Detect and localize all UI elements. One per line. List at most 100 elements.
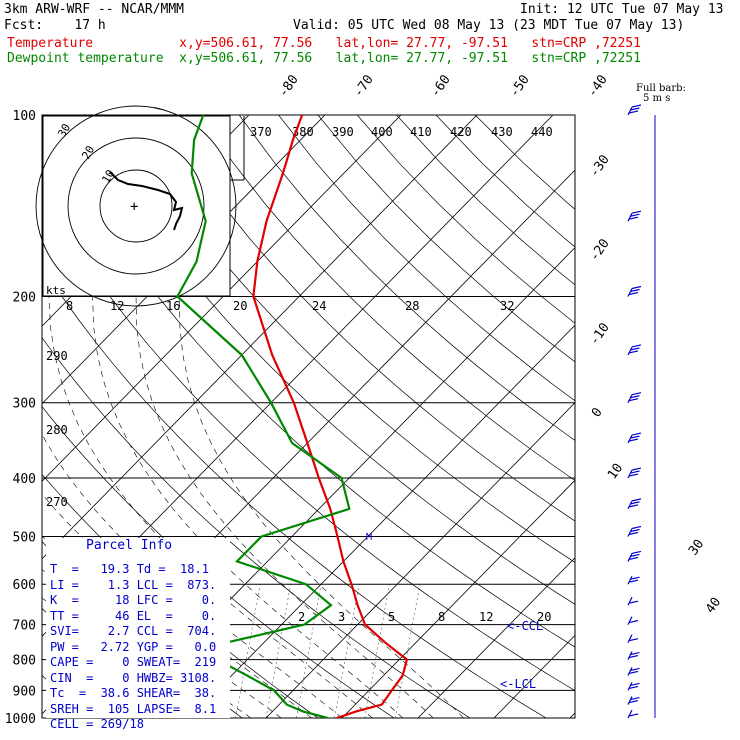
pressure-tick-label: 800 [13,654,36,669]
pressure-tick-label: 600 [13,578,36,593]
isotherm-line [189,324,575,718]
hodograph-speed-label: 16 [166,299,180,313]
mixing-ratio-line [334,584,360,718]
pressure-tick-label: 200 [13,291,36,306]
barb-flag [630,553,640,558]
mixing-ratio-line [265,584,291,718]
mixing-ratio-label: 12 [479,610,493,624]
barb-flag [630,501,640,505]
barb-flag [628,110,639,114]
barb-flag [628,398,639,402]
barb-flag [630,213,640,217]
dewpoint-legend: Dewpoint temperature x,y=506.61, 77.56 l… [7,51,641,66]
hodograph-ring-label: 20 [79,144,97,162]
wind-barb [627,210,642,222]
lcl-label: <-LCL [500,677,536,691]
hodograph-ring [67,137,205,275]
barb-flag [628,438,639,442]
level-marker: M [366,532,372,543]
barb-staff [627,212,633,222]
mixing-ratio-label: 5 [388,610,395,624]
isotherm-label: 0 [589,405,606,420]
hodograph-ring [35,105,237,307]
hodograph-speed-label: 8 [66,299,73,313]
plot-frame [41,114,576,719]
barb-flag [628,504,639,508]
barb-flag [628,670,639,675]
barb-flag [628,579,639,583]
barb-flag [630,288,640,293]
wind-barb [627,596,639,606]
barb-flag [631,344,642,348]
parcel-info-row: CELL = 269/18 [50,717,144,731]
wind-barb [627,498,642,510]
barb-flag [631,498,642,502]
barb-staff [627,596,633,606]
parcel-info-row: SREH = 105 LAPSE= 8.1 [50,701,217,716]
theta-label: 440 [531,125,553,139]
theta-label: 400 [371,125,393,139]
wind-barbs [627,104,656,719]
plot-border [41,114,576,719]
hodograph-ring [99,169,173,243]
parcel-info-row: CIN = 0 HWBZ= 3108. [50,670,217,685]
barb-staff [627,651,633,660]
model-title: 3km ARW-WRF -- NCAR/MMM [4,2,185,17]
dry-adiabat [238,115,575,441]
wind-barb [627,525,642,537]
dry-adiabat [42,336,471,718]
barb-flag [631,550,642,555]
parcel-info-row: CAPE = 0 SWEAT= 219 [50,655,217,669]
mixing-ratio-line [296,584,322,718]
barb-flag [630,667,640,672]
barb-flag [630,347,640,351]
wind-barb [627,467,642,479]
barb-flag [630,528,640,533]
theta-label: 290 [46,349,68,363]
hodograph-units: kts [46,284,66,297]
barb-flag [630,576,640,580]
dry-adiabat [356,115,575,324]
wind-barb [627,104,642,116]
barb-flag [628,291,639,296]
theta-label: 280 [46,423,68,437]
barb-flag [628,600,639,604]
barb-flag [631,432,642,436]
dry-adiabat [317,115,575,363]
theta-label: 410 [410,125,432,139]
parcel-info-row: PW = 2.72 YGP = 0.0 [50,639,217,654]
barb-staff [627,434,633,444]
barb-flag [628,216,639,220]
moist-adiabat [92,296,404,718]
barb-staff [627,288,633,297]
barb-flag [630,696,640,701]
barb-flag [631,210,642,214]
barb-legend-title: Full barb: [636,83,686,94]
theta-label: 370 [250,125,272,139]
barb-staff [627,575,633,585]
isotherm-label: -40 [585,72,611,100]
mixing-ratio-label: 8 [438,610,445,624]
hodograph-frame [42,115,231,297]
dewpoint-line [176,115,351,718]
theta-label: 430 [491,125,513,139]
mixing-ratio-label: 20 [537,610,551,624]
wind-barb [627,616,639,625]
barb-flag [628,620,639,624]
barb-staff [627,696,633,705]
barb-staff [627,634,633,643]
parcel-info-row: Tc = 38.6 SHEAR= 38. [50,686,217,700]
isotherm-label: -60 [428,72,454,100]
barb-staff [627,667,633,676]
barb-flag [630,682,640,686]
barb-flag [630,470,640,474]
isotherm-label: -80 [276,72,302,100]
barb-staff [627,106,633,116]
dry-adiabat [42,191,575,691]
barb-flag [631,392,642,396]
barb-staff [627,682,633,691]
barb-flag [631,525,642,530]
barb-staff [627,469,633,479]
wind-barb [627,285,642,297]
